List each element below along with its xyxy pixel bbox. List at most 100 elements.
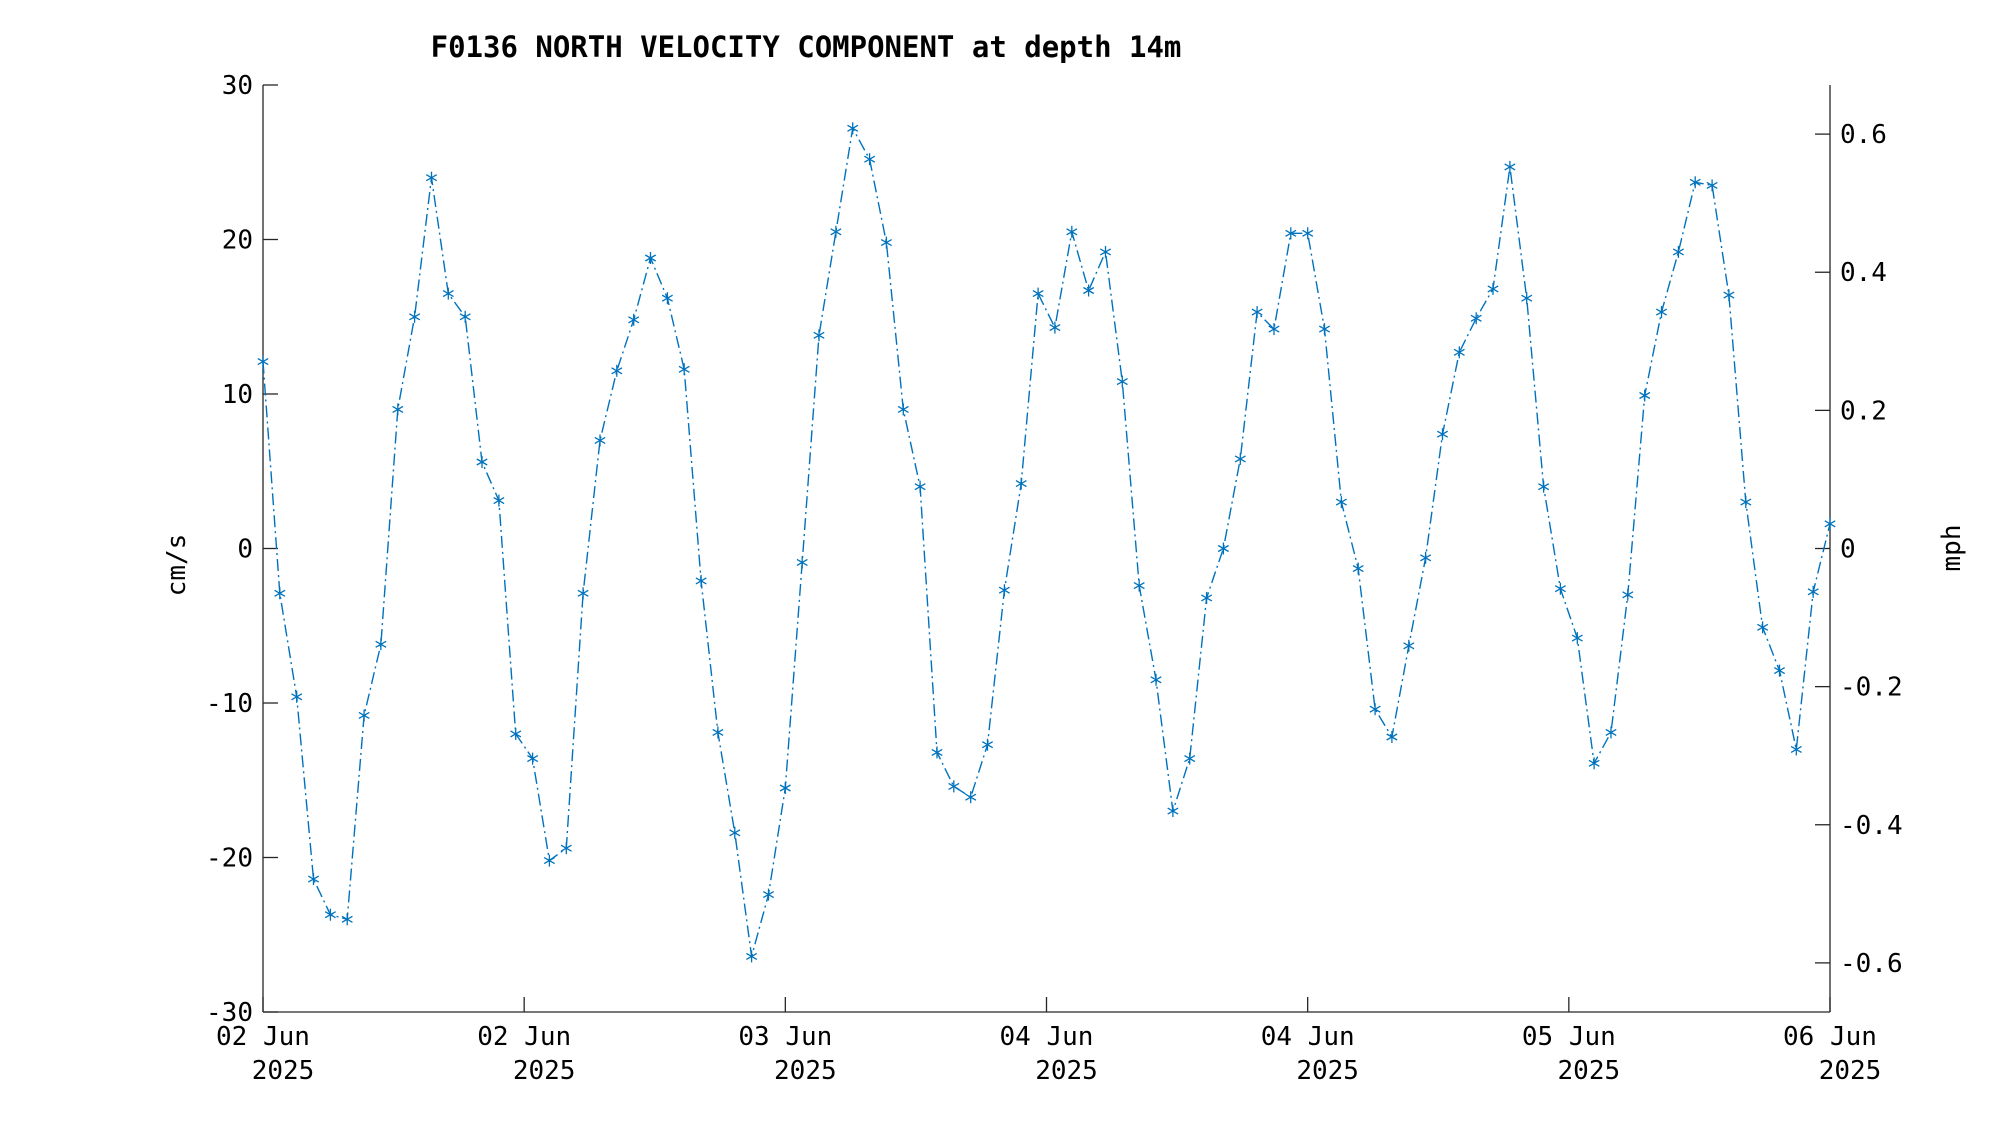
x-tick-label-date: 05 Jun <box>1522 1022 1616 1052</box>
data-point <box>1302 227 1314 240</box>
x-tick-label-date: 04 Jun <box>1261 1022 1355 1052</box>
data-point <box>1167 805 1179 818</box>
data-point <box>1420 551 1432 564</box>
data-point <box>543 854 555 867</box>
y-tick-label-right: 0 <box>1840 535 1856 565</box>
data-point <box>577 587 589 600</box>
data-point <box>476 456 488 468</box>
data-point <box>560 842 572 855</box>
data-point <box>1689 176 1701 189</box>
data-point <box>1352 562 1364 575</box>
data-point <box>1403 639 1415 652</box>
data-point <box>1285 227 1297 240</box>
data-point <box>1504 160 1516 173</box>
data-point <box>1234 452 1246 465</box>
data-point <box>1032 287 1044 300</box>
data-point <box>965 791 977 804</box>
data-point <box>981 738 994 751</box>
data-point <box>880 236 892 249</box>
x-tick-label-year: 2025 <box>1296 1056 1359 1086</box>
data-point <box>998 584 1010 597</box>
data-point <box>746 950 758 963</box>
x-tick-label-date: 04 Jun <box>1000 1022 1094 1052</box>
data-point <box>358 709 370 722</box>
y-tick-label-left: -20 <box>206 844 253 874</box>
y-tick-label-right: 0.4 <box>1840 258 1887 288</box>
data-point <box>1723 289 1735 302</box>
x-tick-label-date: 03 Jun <box>738 1022 832 1052</box>
x-tick-label-year: 2025 <box>252 1056 315 1086</box>
data-point <box>1571 632 1583 645</box>
data-point <box>425 171 438 184</box>
data-point <box>830 225 842 238</box>
data-point <box>661 292 673 305</box>
data-point <box>392 403 404 416</box>
x-tick-label-year: 2025 <box>1558 1056 1621 1086</box>
y-tick-label-right: 0.6 <box>1840 120 1887 150</box>
y-tick-label-left: 30 <box>222 71 253 101</box>
chart-title: F0136 NORTH VELOCITY COMPONENT at depth … <box>431 30 1182 64</box>
data-point <box>1386 731 1398 743</box>
data-point <box>864 153 876 166</box>
data-point <box>1773 664 1786 677</box>
data-point <box>847 122 859 135</box>
x-tick-label-year: 2025 <box>774 1056 837 1086</box>
y-tick-label-left: 10 <box>222 380 253 410</box>
data-point <box>628 313 640 326</box>
data-point <box>1824 517 1836 530</box>
x-tick-label-year: 2025 <box>1035 1056 1098 1086</box>
axes: 30 20 10 0 -10 -20 -30 0.6 0.4 0.2 0 -0.2 -0.4 -0.6 02… <box>206 71 1903 1086</box>
y-tick-label-right: 0.2 <box>1840 396 1887 426</box>
data-point <box>274 587 286 600</box>
data-point <box>1251 306 1263 319</box>
data-point <box>1453 346 1465 359</box>
data-point <box>1521 292 1533 305</box>
y-tick-label-left: 0 <box>237 535 253 565</box>
data-point <box>594 434 606 447</box>
data-point <box>1335 496 1347 509</box>
data-point <box>307 873 320 886</box>
data-point <box>459 310 471 323</box>
data-point <box>510 727 522 740</box>
x-tick-label-date: 02 Jun <box>216 1022 310 1052</box>
data-point <box>1184 752 1196 765</box>
data-point <box>1655 306 1668 319</box>
data-point <box>1622 588 1634 601</box>
data-point <box>375 638 387 651</box>
y-axis-label-right: mph <box>1937 525 1967 572</box>
data-point <box>1672 245 1684 258</box>
data-point <box>409 310 421 323</box>
y-tick-label-left: -10 <box>206 689 253 719</box>
data-point <box>442 287 454 300</box>
data-point <box>712 726 724 739</box>
data-point <box>341 913 353 926</box>
data-point <box>762 888 775 901</box>
data-point <box>1639 389 1651 402</box>
data-point <box>897 403 909 416</box>
data-point <box>1318 323 1331 336</box>
data-point <box>1706 179 1718 192</box>
data-point <box>1487 282 1499 295</box>
data-point <box>1369 703 1381 716</box>
data-point <box>1790 743 1802 756</box>
data-point <box>257 355 269 368</box>
data-point <box>1099 245 1112 258</box>
x-tick-label-date: 02 Jun <box>477 1022 571 1052</box>
data-point <box>1083 284 1095 297</box>
y-tick-label-left: 20 <box>222 226 253 256</box>
data-point <box>1015 477 1027 490</box>
x-tick-label-year: 2025 <box>513 1056 576 1086</box>
data-point <box>1554 582 1566 595</box>
y-axis-label-left: cm/s <box>162 534 192 597</box>
data-point <box>1049 321 1061 334</box>
data-point <box>1807 585 1819 598</box>
data-point <box>729 826 741 839</box>
data-point <box>1116 375 1128 388</box>
data-point <box>527 752 539 765</box>
series-line <box>262 126 1831 957</box>
data-point <box>1133 579 1145 592</box>
data-point <box>1740 496 1752 509</box>
y-tick-label-right: -0.2 <box>1840 673 1903 703</box>
data-point <box>1436 428 1449 441</box>
data-point <box>1605 726 1617 739</box>
